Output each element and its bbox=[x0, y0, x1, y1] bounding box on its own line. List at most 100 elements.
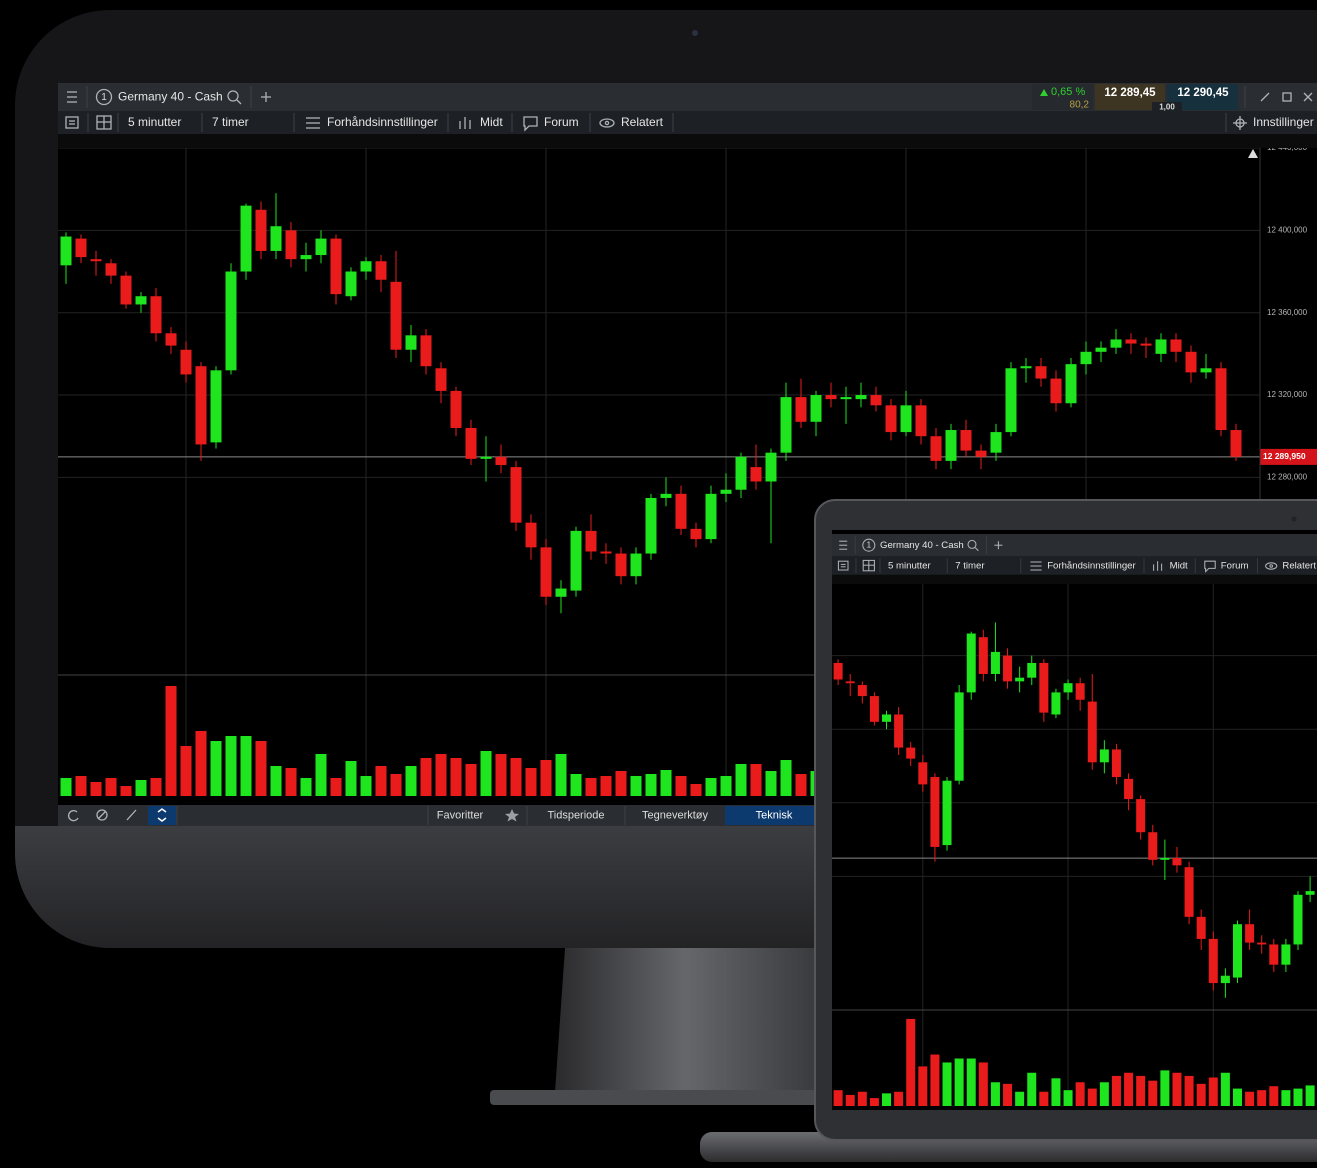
candle-body bbox=[845, 681, 855, 684]
volume-bar bbox=[375, 766, 387, 796]
volume-bar bbox=[525, 768, 537, 796]
mid-button[interactable]: Midt bbox=[1170, 561, 1188, 572]
ask-price[interactable]: 12 290,45 bbox=[1177, 87, 1229, 99]
grid-icon[interactable] bbox=[96, 115, 112, 130]
candle-body bbox=[405, 335, 417, 350]
volume-bar bbox=[1305, 1085, 1315, 1106]
candle-body bbox=[495, 456, 507, 466]
candle-body bbox=[1095, 347, 1107, 352]
candle-body bbox=[1232, 924, 1242, 978]
menu-icon[interactable] bbox=[839, 540, 848, 550]
mid-icon[interactable] bbox=[459, 117, 471, 129]
drawing-tab[interactable]: Tegneverktøy bbox=[642, 809, 709, 821]
volume-bar bbox=[942, 1062, 952, 1106]
candle-body bbox=[1136, 799, 1146, 833]
related-button[interactable]: Relatert bbox=[1282, 561, 1316, 572]
candle-body bbox=[1039, 662, 1049, 713]
candle-body bbox=[990, 432, 1002, 453]
candle-body bbox=[1020, 366, 1032, 369]
candle-body bbox=[180, 349, 192, 375]
last-price-box bbox=[1260, 448, 1317, 465]
volume-bar bbox=[1281, 1090, 1291, 1106]
settings-button[interactable]: Innstillinger bbox=[1253, 115, 1314, 129]
add-tab[interactable] bbox=[261, 92, 271, 102]
related-icon[interactable] bbox=[1265, 562, 1278, 570]
volume-bar bbox=[615, 771, 627, 796]
tool-icons[interactable] bbox=[68, 809, 137, 822]
candle-body bbox=[630, 553, 642, 577]
technical-tab-bg[interactable] bbox=[725, 806, 817, 825]
volume-bar bbox=[1003, 1083, 1013, 1106]
volume-bar bbox=[1269, 1086, 1279, 1106]
presets-icon[interactable] bbox=[1030, 561, 1042, 571]
candle-body bbox=[915, 405, 927, 437]
grid-icon[interactable] bbox=[862, 559, 875, 572]
candle-body bbox=[330, 238, 342, 295]
candle-body bbox=[720, 489, 732, 494]
volume-bar bbox=[1075, 1082, 1085, 1106]
candle-body bbox=[960, 430, 972, 451]
instrument-tab[interactable]: Germany 40 - Cash bbox=[118, 90, 223, 104]
volume-bar bbox=[540, 760, 552, 796]
period-tab[interactable]: Tidsperiode bbox=[547, 809, 604, 821]
bid-price[interactable]: 12 289,45 bbox=[1104, 87, 1156, 99]
candle-body bbox=[360, 261, 372, 272]
candle-body bbox=[966, 633, 976, 693]
candle-body bbox=[315, 238, 327, 256]
related-button[interactable]: Relatert bbox=[621, 115, 664, 129]
candle-body bbox=[833, 662, 843, 680]
candle-body bbox=[1170, 339, 1182, 352]
volume-bar bbox=[1245, 1091, 1255, 1106]
candle-body bbox=[857, 685, 867, 697]
candle-body bbox=[918, 762, 928, 785]
candle-body bbox=[285, 230, 297, 260]
candle-body bbox=[450, 390, 462, 428]
volume-bar bbox=[1027, 1072, 1037, 1106]
candle-body bbox=[1230, 430, 1242, 457]
candle-body bbox=[510, 467, 522, 523]
menu-icon[interactable] bbox=[67, 91, 77, 103]
candle-body bbox=[1269, 944, 1279, 965]
star-icon[interactable] bbox=[505, 809, 519, 822]
candle-body bbox=[240, 205, 252, 272]
candle-body bbox=[735, 456, 747, 490]
mid-icon[interactable] bbox=[1153, 561, 1163, 571]
candle-body bbox=[420, 335, 432, 367]
settings-icon[interactable] bbox=[1233, 116, 1247, 130]
forum-icon[interactable] bbox=[523, 116, 538, 132]
candle-body bbox=[675, 493, 687, 529]
search-icon[interactable] bbox=[227, 90, 242, 105]
volume-bar bbox=[435, 754, 447, 796]
instrument-tab[interactable]: Germany 40 - Cash bbox=[880, 540, 964, 551]
change-box bbox=[1032, 84, 1093, 110]
forum-button[interactable]: Forum bbox=[1221, 561, 1249, 572]
volume-bar bbox=[465, 764, 477, 796]
candle-body bbox=[1051, 692, 1061, 715]
range-button[interactable]: 7 timer bbox=[955, 561, 985, 572]
range-button[interactable]: 7 timer bbox=[212, 115, 249, 129]
volume-bar bbox=[135, 780, 147, 796]
presets-button[interactable]: Forhåndsinnstillinger bbox=[327, 115, 438, 129]
favorites-tab[interactable]: Favoritter bbox=[437, 809, 484, 821]
forum-button[interactable]: Forum bbox=[544, 115, 579, 129]
interval-button[interactable]: 5 minutter bbox=[128, 115, 181, 129]
volume-bar bbox=[765, 771, 777, 796]
presets-icon[interactable] bbox=[306, 117, 320, 129]
search-icon[interactable] bbox=[967, 539, 979, 552]
price-label: 12 360,000 bbox=[1267, 308, 1308, 317]
active-tool[interactable] bbox=[148, 806, 176, 825]
layout-icon[interactable] bbox=[65, 116, 79, 129]
layout-icon[interactable] bbox=[837, 560, 849, 571]
candle-body bbox=[930, 777, 940, 847]
candle-body bbox=[1003, 655, 1013, 682]
presets-button[interactable]: Forhåndsinnstillinger bbox=[1047, 561, 1136, 572]
mid-button[interactable]: Midt bbox=[480, 115, 503, 129]
related-icon[interactable] bbox=[599, 118, 615, 128]
forum-icon[interactable] bbox=[1204, 560, 1216, 573]
technical-tab[interactable]: Teknisk bbox=[756, 809, 793, 821]
candle-body bbox=[300, 255, 312, 260]
interval-button[interactable]: 5 minutter bbox=[888, 561, 931, 572]
add-tab[interactable] bbox=[994, 541, 1003, 550]
window-icons[interactable] bbox=[1260, 92, 1313, 102]
